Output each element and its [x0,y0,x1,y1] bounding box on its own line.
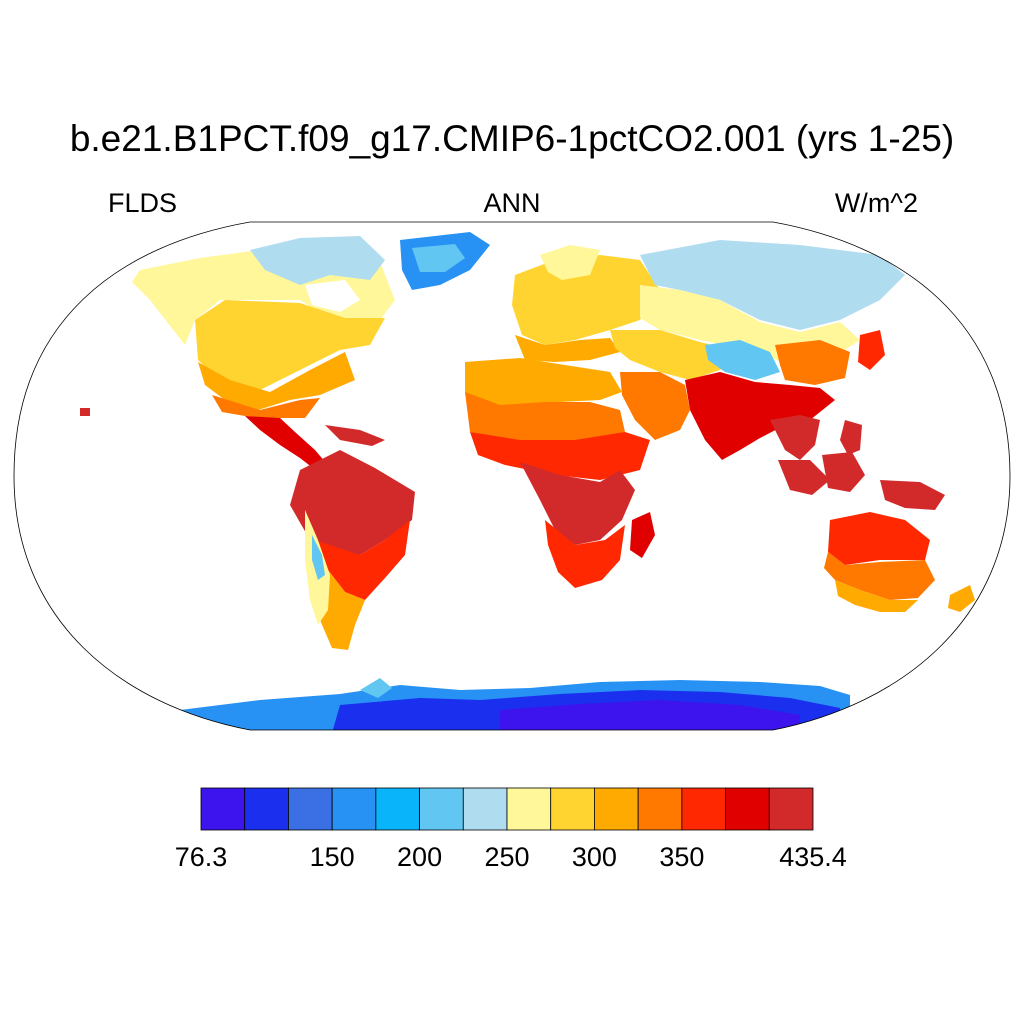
colorbar-tick-label: 150 [309,842,355,872]
mediterranean-europe [515,335,620,362]
colorbar-swatch [200,787,246,831]
colorbar-swatch [637,787,683,831]
colorbar-tick-label: 200 [397,842,443,872]
australia-north [828,512,930,565]
south-asia [685,372,835,460]
middle-east-north [610,330,740,380]
south-america-north [290,450,415,560]
new-guinea [880,480,945,510]
colorbar-tick-label: 435.4 [779,842,847,872]
map-boundary [13,221,1011,731]
canada-arctic [250,236,385,285]
map-title: b.e21.B1PCT.f09_g17.CMIP6-1pctCO2.001 (y… [69,118,955,159]
north-africa [465,358,622,410]
south-america-central [315,520,410,600]
new-zealand [948,585,975,612]
tibetan-plateau [705,340,780,380]
colorbar-swatch [768,787,814,831]
hawaii-island [80,408,90,416]
colorbar-tick-label: 250 [484,842,530,872]
north-america-central [195,300,385,390]
united-states-southeast [212,395,320,418]
colorbar-swatch [375,787,420,831]
siberia [640,240,905,330]
madagascar [630,512,655,558]
colorbar [200,787,814,831]
australia-interior [824,552,935,600]
japan [858,330,885,370]
philippines [840,420,862,455]
central-africa [520,462,635,545]
colorbar-swatch [594,787,639,831]
colorbar-swatch [419,787,464,831]
central-america [245,416,332,472]
colorbar-swatch [288,787,333,831]
southern-africa [545,520,625,588]
caribbean-islands [325,425,385,446]
australia-south [835,580,918,612]
units-label: W/m^2 [834,188,918,218]
andes-high [312,535,325,580]
colorbar-swatch [506,787,552,831]
variable-label: FLDS [108,188,178,218]
colorbar-swatch [725,787,770,831]
hudson-bay-ocean [305,280,360,312]
colorbar-tick-label: 76.3 [174,842,228,872]
scandinavia [540,245,600,280]
south-america-south [318,570,365,650]
europe [512,255,660,345]
colorbar-tick-label: 350 [659,842,705,872]
colorbar-swatch [681,787,726,831]
colorbar-swatch [331,787,377,831]
colorbar-tick-label: 300 [571,842,617,872]
borneo [822,452,865,492]
indochina [770,415,820,460]
colorbar-swatch [462,787,508,831]
colorbar-swatch [244,787,289,831]
arabian-peninsula [620,372,690,440]
season-label: ANN [483,188,541,218]
sahel [470,432,650,480]
greenland-interior [412,244,465,272]
antarctica-plateau [500,700,800,730]
land-areas [80,232,975,730]
china-east [775,340,850,385]
indonesia-west [778,460,830,495]
antarctic-peninsula [360,678,392,698]
colorbar-swatch [550,787,595,831]
sahara [465,392,625,440]
north-america-south [198,352,355,410]
